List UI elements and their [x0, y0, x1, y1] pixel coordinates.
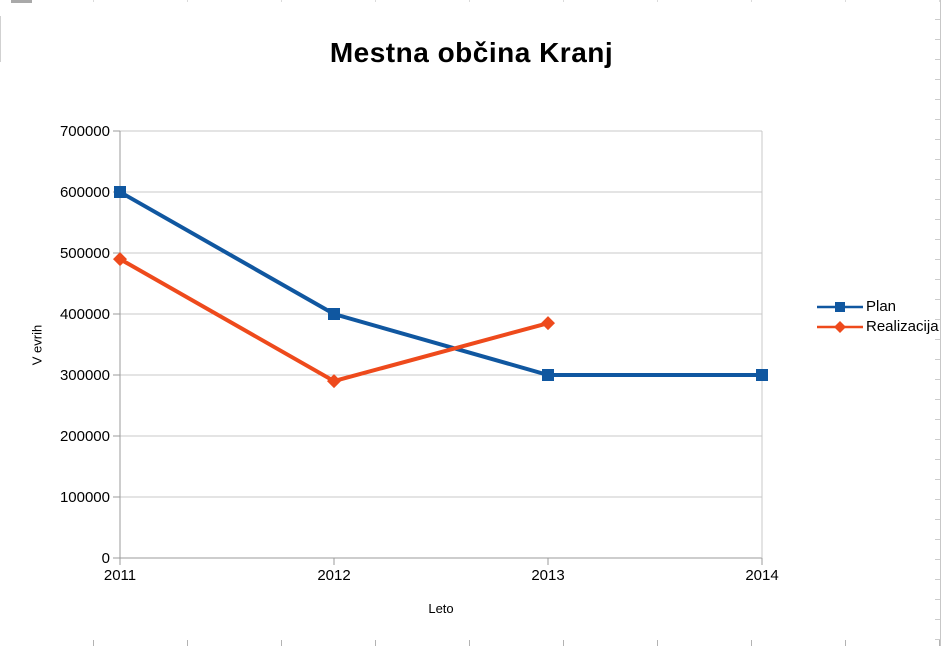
- marker-square-plan: [756, 369, 768, 381]
- legend-item-realizacija: Realizacija: [817, 318, 939, 335]
- y-tick-label: 0: [102, 550, 110, 567]
- legend: Plan Realizacija: [817, 298, 939, 335]
- x-tick-label: 2014: [745, 567, 778, 584]
- chart-title: Mestna občina Kranj: [329, 37, 614, 68]
- x-tick-label: 2011: [104, 567, 136, 584]
- x-tick-label: 2012: [317, 567, 350, 584]
- x-tick-label: 2013: [531, 567, 564, 584]
- series-line-plan: [119, 190, 762, 377]
- marker-diamond-realizacija: [113, 252, 127, 267]
- y-tick-label: 300000: [60, 367, 110, 384]
- marker-diamond-realizacija: [541, 316, 555, 331]
- legend-diamond-marker-icon: [817, 320, 863, 333]
- marker-square-plan: [328, 308, 340, 320]
- y-tick-label: 500000: [60, 245, 110, 262]
- legend-label: Plan: [866, 298, 897, 315]
- series-line-realizacija: [119, 257, 549, 384]
- y-tick-label: 400000: [60, 306, 110, 323]
- marker-square-plan: [114, 186, 126, 198]
- legend-label: Realizacija: [866, 318, 939, 335]
- y-tick-label: 700000: [60, 123, 110, 140]
- legend-square-marker-icon: [817, 301, 863, 312]
- legend-item-plan: Plan: [817, 298, 939, 315]
- y-axis-title: V evrih: [29, 324, 45, 366]
- y-tick-label: 600000: [60, 184, 110, 201]
- marker-diamond-realizacija: [327, 374, 341, 389]
- x-axis-title: Leto: [428, 601, 454, 616]
- y-tick-label: 200000: [60, 428, 110, 445]
- y-tick-label: 100000: [60, 489, 110, 506]
- marker-square-plan: [542, 369, 554, 381]
